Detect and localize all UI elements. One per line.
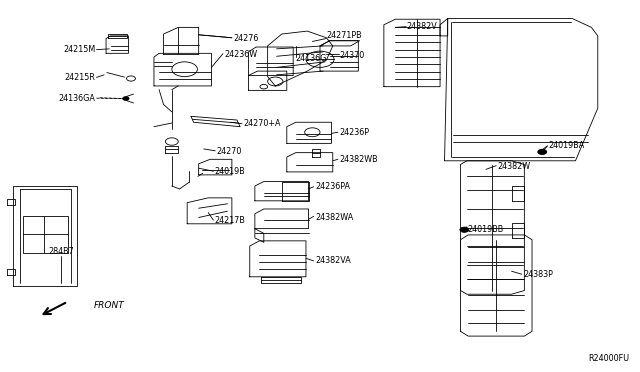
Text: 24019B: 24019B xyxy=(214,167,245,176)
Text: 24382W: 24382W xyxy=(497,162,531,171)
Circle shape xyxy=(123,97,129,100)
Text: 24276: 24276 xyxy=(234,34,259,43)
Text: 24382WB: 24382WB xyxy=(339,155,378,164)
Text: 24236PA: 24236PA xyxy=(315,182,350,191)
Bar xyxy=(23,216,68,253)
Text: 24215M: 24215M xyxy=(63,45,95,54)
Text: 24236W: 24236W xyxy=(224,50,257,59)
Text: 24136G: 24136G xyxy=(296,54,327,62)
Text: 24270: 24270 xyxy=(216,147,242,156)
Text: 24382V: 24382V xyxy=(406,22,437,31)
Text: FRONT: FRONT xyxy=(93,301,124,310)
Text: 24382WA: 24382WA xyxy=(315,213,353,222)
Text: 24019BB: 24019BB xyxy=(467,225,503,234)
Circle shape xyxy=(538,149,547,154)
Text: 284B7: 284B7 xyxy=(49,247,74,256)
Text: R24000FU: R24000FU xyxy=(589,354,630,363)
Text: 24217B: 24217B xyxy=(214,216,246,225)
Text: 24383P: 24383P xyxy=(523,270,553,279)
Text: 24136GA: 24136GA xyxy=(58,94,95,103)
Text: 24382VA: 24382VA xyxy=(315,256,351,265)
Text: 24270+A: 24270+A xyxy=(243,119,281,128)
Text: 24215R: 24215R xyxy=(65,73,95,82)
Text: 24370: 24370 xyxy=(339,51,364,60)
Text: 24019BA: 24019BA xyxy=(548,141,585,151)
Text: 24236P: 24236P xyxy=(339,128,369,137)
Circle shape xyxy=(460,227,468,232)
Text: 24271PB: 24271PB xyxy=(326,31,362,41)
